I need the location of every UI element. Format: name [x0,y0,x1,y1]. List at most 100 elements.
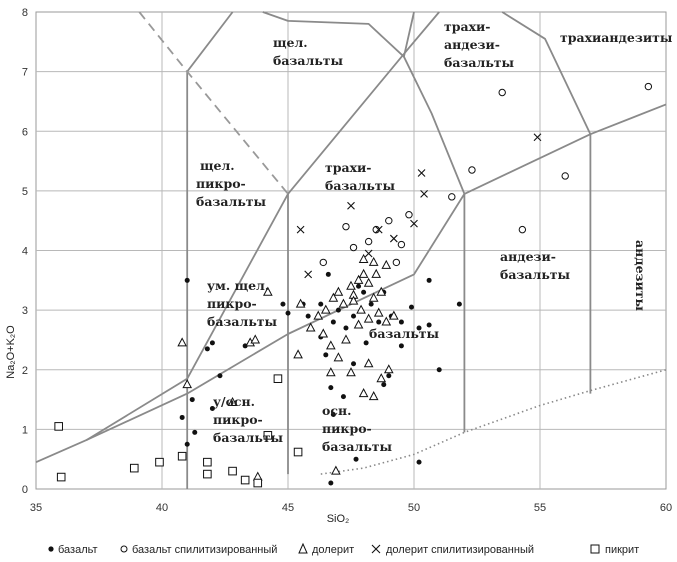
point-dolerite [338,298,349,308]
region-label: щел. [273,35,308,50]
point-dolerite-spilitized [410,219,418,228]
y-tick-labels: 0 1 2 3 4 5 6 7 8 [22,7,28,496]
point-dolerite [333,352,344,362]
point-dolerite [363,277,374,287]
point-basalt [343,325,349,331]
point-dolerite [368,391,379,401]
point-picrite [54,422,63,431]
point-dolerite [376,373,387,383]
point-dolerite-spilitized [374,225,383,234]
region-label: осн. [322,403,351,418]
point-picrite [129,463,139,473]
point-picrite [240,475,250,485]
x-tick-label: 55 [534,502,546,514]
point-basalt [376,319,382,325]
point-basalt [436,367,442,373]
point-basalt [204,346,210,352]
region-label: пикро- [213,412,263,427]
boundary-line-solid [501,11,592,135]
point-dolerite-spilitized [417,169,426,177]
point-dolerite [363,358,374,368]
point-basalt [335,307,341,313]
y-tick-label: 6 [22,126,28,138]
point-basalt [189,397,195,403]
point-dolerite-spilitized [364,249,373,258]
point-basalt [363,340,369,346]
region-label: базальты [322,439,393,454]
y-tick-label: 2 [22,365,28,377]
point-basalt [426,277,432,283]
legend-label: базальт [58,544,98,556]
point-basalt [398,343,404,349]
point-basalt [325,271,331,277]
point-dolerite [368,292,379,302]
region-label: трахи- [325,160,372,175]
x-tick-label: 40 [156,502,168,514]
y-tick-label: 5 [22,186,28,198]
point-basalt [209,340,215,346]
x-tick-label: 60 [660,502,672,514]
point-picrite [177,451,187,461]
point-basalt [192,429,198,435]
point-picrite [293,447,303,457]
legend-marker-open-triangle [298,542,308,554]
region-label: ум. щел. [207,278,269,293]
region-label: базальты [444,55,515,70]
region-label: базальты [369,326,440,341]
region-label: у/осн. [213,394,255,409]
point-basalt [285,310,291,316]
point-basalt-spilitized [518,225,527,234]
y-axis-label: Na₂O+K₂O [5,325,17,379]
point-picrite [263,431,273,440]
point-basalt [398,319,404,325]
legend-marker-open-square [590,544,600,554]
boundary-line-dashed [138,11,289,195]
x-axis-label: SiO₂ [327,513,350,525]
legend-item-dolerite: долерит [298,542,354,556]
point-basalt-spilitized [405,211,413,219]
point-basalt-spilitized [448,193,456,201]
point-picrite [155,457,164,467]
data-points [54,82,653,488]
point-basalt [381,382,387,388]
point-dolerite [320,304,331,314]
point-basalt [456,301,462,307]
point-dolerite [318,328,329,338]
point-dolerite [227,396,238,407]
field-boundaries [35,11,667,489]
region-label: базальты [500,267,571,282]
region-label: андезиты [633,240,648,312]
point-picrite [273,374,283,383]
point-dolerite [295,298,306,308]
point-basalt [184,441,190,447]
y-tick-label: 1 [22,424,28,436]
point-dolerite [376,286,387,296]
point-dolerite [353,319,364,329]
point-dolerite [250,334,261,344]
region-label: андези- [444,37,500,52]
point-basalt-spilitized [385,216,393,225]
legend-label: базальт спилитизированный [132,544,277,556]
point-basalt [179,414,185,420]
point-dolerite [341,334,351,344]
region-label: базальты [207,314,278,329]
point-basalt-spilitized [364,237,373,246]
region-label: трахиандезиты [560,30,673,45]
point-dolerite [346,280,356,290]
point-basalt [217,373,223,379]
region-label: андези- [500,249,556,264]
point-basalt [280,301,286,307]
point-dolerite [353,274,364,284]
point-basalt [340,394,346,400]
x-tick-label: 35 [30,502,42,514]
point-basalt [351,313,357,319]
point-dolerite [348,295,359,305]
point-dolerite [293,349,303,359]
region-label: пикро- [207,296,257,311]
point-dolerite [177,337,187,347]
point-dolerite [371,268,382,278]
point-basalt [356,283,362,289]
point-dolerite [358,388,369,398]
point-basalt [386,373,392,379]
point-basalt [328,480,334,486]
